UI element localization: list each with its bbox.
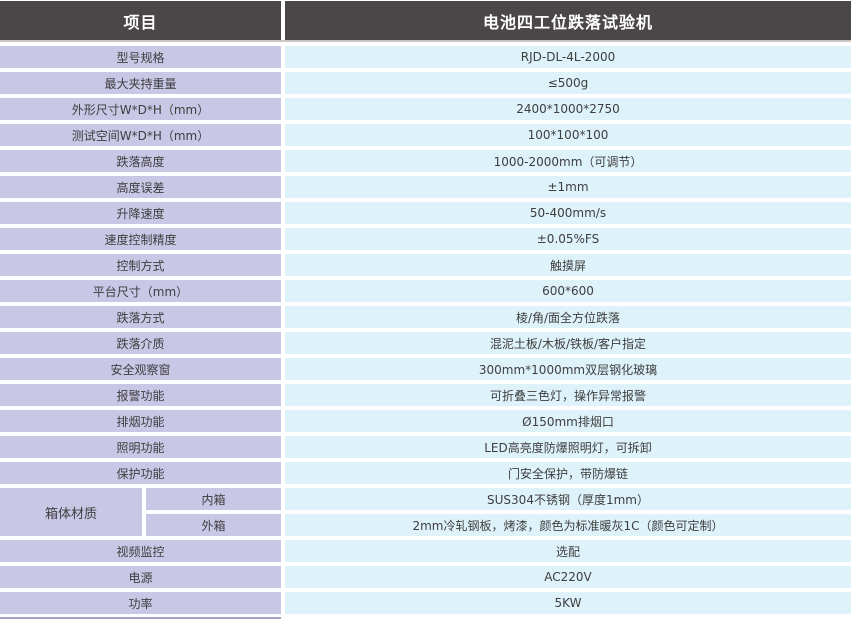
spec-value: 触摸屏 [285, 254, 851, 276]
spec-row-power: 功率 5KW [0, 592, 851, 614]
spec-row-power-supply: 电源 AC220V [0, 566, 851, 588]
spec-value: RJD-DL-4L-2000 [285, 46, 851, 68]
spec-value: 棱/角/面全方位跌落 [285, 306, 851, 328]
spec-value: ≤500g [285, 72, 851, 94]
spec-subrow-outer-box: 外箱 2mm冷轧钢板，烤漆，颜色为标准暖灰1C（颜色可定制） [142, 514, 851, 536]
spec-row-control-mode: 控制方式 触摸屏 [0, 254, 851, 276]
spec-label: 升降速度 [0, 202, 281, 224]
group-label: 箱体材质 [0, 488, 142, 536]
spec-value: 2mm冷轧钢板，烤漆，颜色为标准暖灰1C（颜色可定制） [285, 514, 851, 536]
spec-value: 门安全保护，带防爆链 [285, 462, 851, 484]
spec-label: 型号规格 [0, 46, 281, 68]
spec-value: 1000-2000mm（可调节） [285, 150, 851, 172]
spec-label: 高度误差 [0, 176, 281, 198]
spec-value: ±0.05%FS [285, 228, 851, 250]
spec-value: 可折叠三色灯，操作异常报警 [285, 384, 851, 406]
spec-label: 视频监控 [0, 540, 281, 562]
spec-value: AC220V [285, 566, 851, 588]
spec-group-cabinet-material: 箱体材质 内箱 SUS304不锈钢（厚度1mm） 外箱 2mm冷轧钢板，烤漆，颜… [0, 488, 851, 536]
spec-sublabel: 内箱 [146, 488, 281, 510]
group-subrows: 内箱 SUS304不锈钢（厚度1mm） 外箱 2mm冷轧钢板，烤漆，颜色为标准暖… [142, 488, 851, 536]
spec-row-drop-medium: 跌落介质 混泥土板/木板/铁板/客户指定 [0, 332, 851, 354]
spec-value: 选配 [285, 540, 851, 562]
spec-subrow-inner-box: 内箱 SUS304不锈钢（厚度1mm） [142, 488, 851, 510]
spec-row-speed-precision: 速度控制精度 ±0.05%FS [0, 228, 851, 250]
column-header-product: 电池四工位跌落试验机 [285, 1, 851, 40]
spec-value: 5KW [285, 592, 851, 614]
spec-label: 保护功能 [0, 462, 281, 484]
spec-label: 照明功能 [0, 436, 281, 458]
spec-label: 外形尺寸W*D*H（mm） [0, 98, 281, 120]
spec-row-observation-window: 安全观察窗 300mm*1000mm双层钢化玻璃 [0, 358, 851, 380]
spec-label: 最大夹持重量 [0, 72, 281, 94]
spec-value: SUS304不锈钢（厚度1mm） [285, 488, 851, 510]
spec-value: 100*100*100 [285, 124, 851, 146]
column-header-item: 项目 [0, 1, 281, 40]
spec-value: 300mm*1000mm双层钢化玻璃 [285, 358, 851, 380]
spec-label: 控制方式 [0, 254, 281, 276]
spec-row-drop-height: 跌落高度 1000-2000mm（可调节） [0, 150, 851, 172]
spec-label: 跌落介质 [0, 332, 281, 354]
spec-value: Ø150mm排烟口 [285, 410, 851, 432]
table-header-row: 项目 电池四工位跌落试验机 [0, 1, 851, 42]
spec-row-outer-dimensions: 外形尺寸W*D*H（mm） 2400*1000*2750 [0, 98, 851, 120]
spec-row-video-monitor: 视频监控 选配 [0, 540, 851, 562]
spec-label: 电源 [0, 566, 281, 588]
spec-row-smoke-exhaust: 排烟功能 Ø150mm排烟口 [0, 410, 851, 432]
spec-label: 报警功能 [0, 384, 281, 406]
spec-sublabel: 外箱 [146, 514, 281, 536]
spec-value: 600*600 [285, 280, 851, 302]
spec-label: 测试空间W*D*H（mm） [0, 124, 281, 146]
spec-label: 功率 [0, 592, 281, 614]
spec-value: 混泥土板/木板/铁板/客户指定 [285, 332, 851, 354]
next-table-edge [0, 617, 281, 619]
spec-row-lift-speed: 升降速度 50-400mm/s [0, 202, 851, 224]
spec-value: 2400*1000*2750 [285, 98, 851, 120]
spec-row-max-weight: 最大夹持重量 ≤500g [0, 72, 851, 94]
spec-row-alarm: 报警功能 可折叠三色灯，操作异常报警 [0, 384, 851, 406]
spec-row-model: 型号规格 RJD-DL-4L-2000 [0, 46, 851, 68]
spec-value: 50-400mm/s [285, 202, 851, 224]
spec-row-platform-size: 平台尺寸（mm） 600*600 [0, 280, 851, 302]
spec-label: 平台尺寸（mm） [0, 280, 281, 302]
spec-row-lighting: 照明功能 LED高亮度防爆照明灯，可拆卸 [0, 436, 851, 458]
spec-label: 跌落方式 [0, 306, 281, 328]
spec-row-height-error: 高度误差 ±1mm [0, 176, 851, 198]
spec-row-test-space: 测试空间W*D*H（mm） 100*100*100 [0, 124, 851, 146]
spec-value: ±1mm [285, 176, 851, 198]
spec-label: 安全观察窗 [0, 358, 281, 380]
spec-label: 速度控制精度 [0, 228, 281, 250]
spec-row-drop-mode: 跌落方式 棱/角/面全方位跌落 [0, 306, 851, 328]
spec-label: 排烟功能 [0, 410, 281, 432]
spec-row-protection: 保护功能 门安全保护，带防爆链 [0, 462, 851, 484]
spec-label: 跌落高度 [0, 150, 281, 172]
spec-value: LED高亮度防爆照明灯，可拆卸 [285, 436, 851, 458]
